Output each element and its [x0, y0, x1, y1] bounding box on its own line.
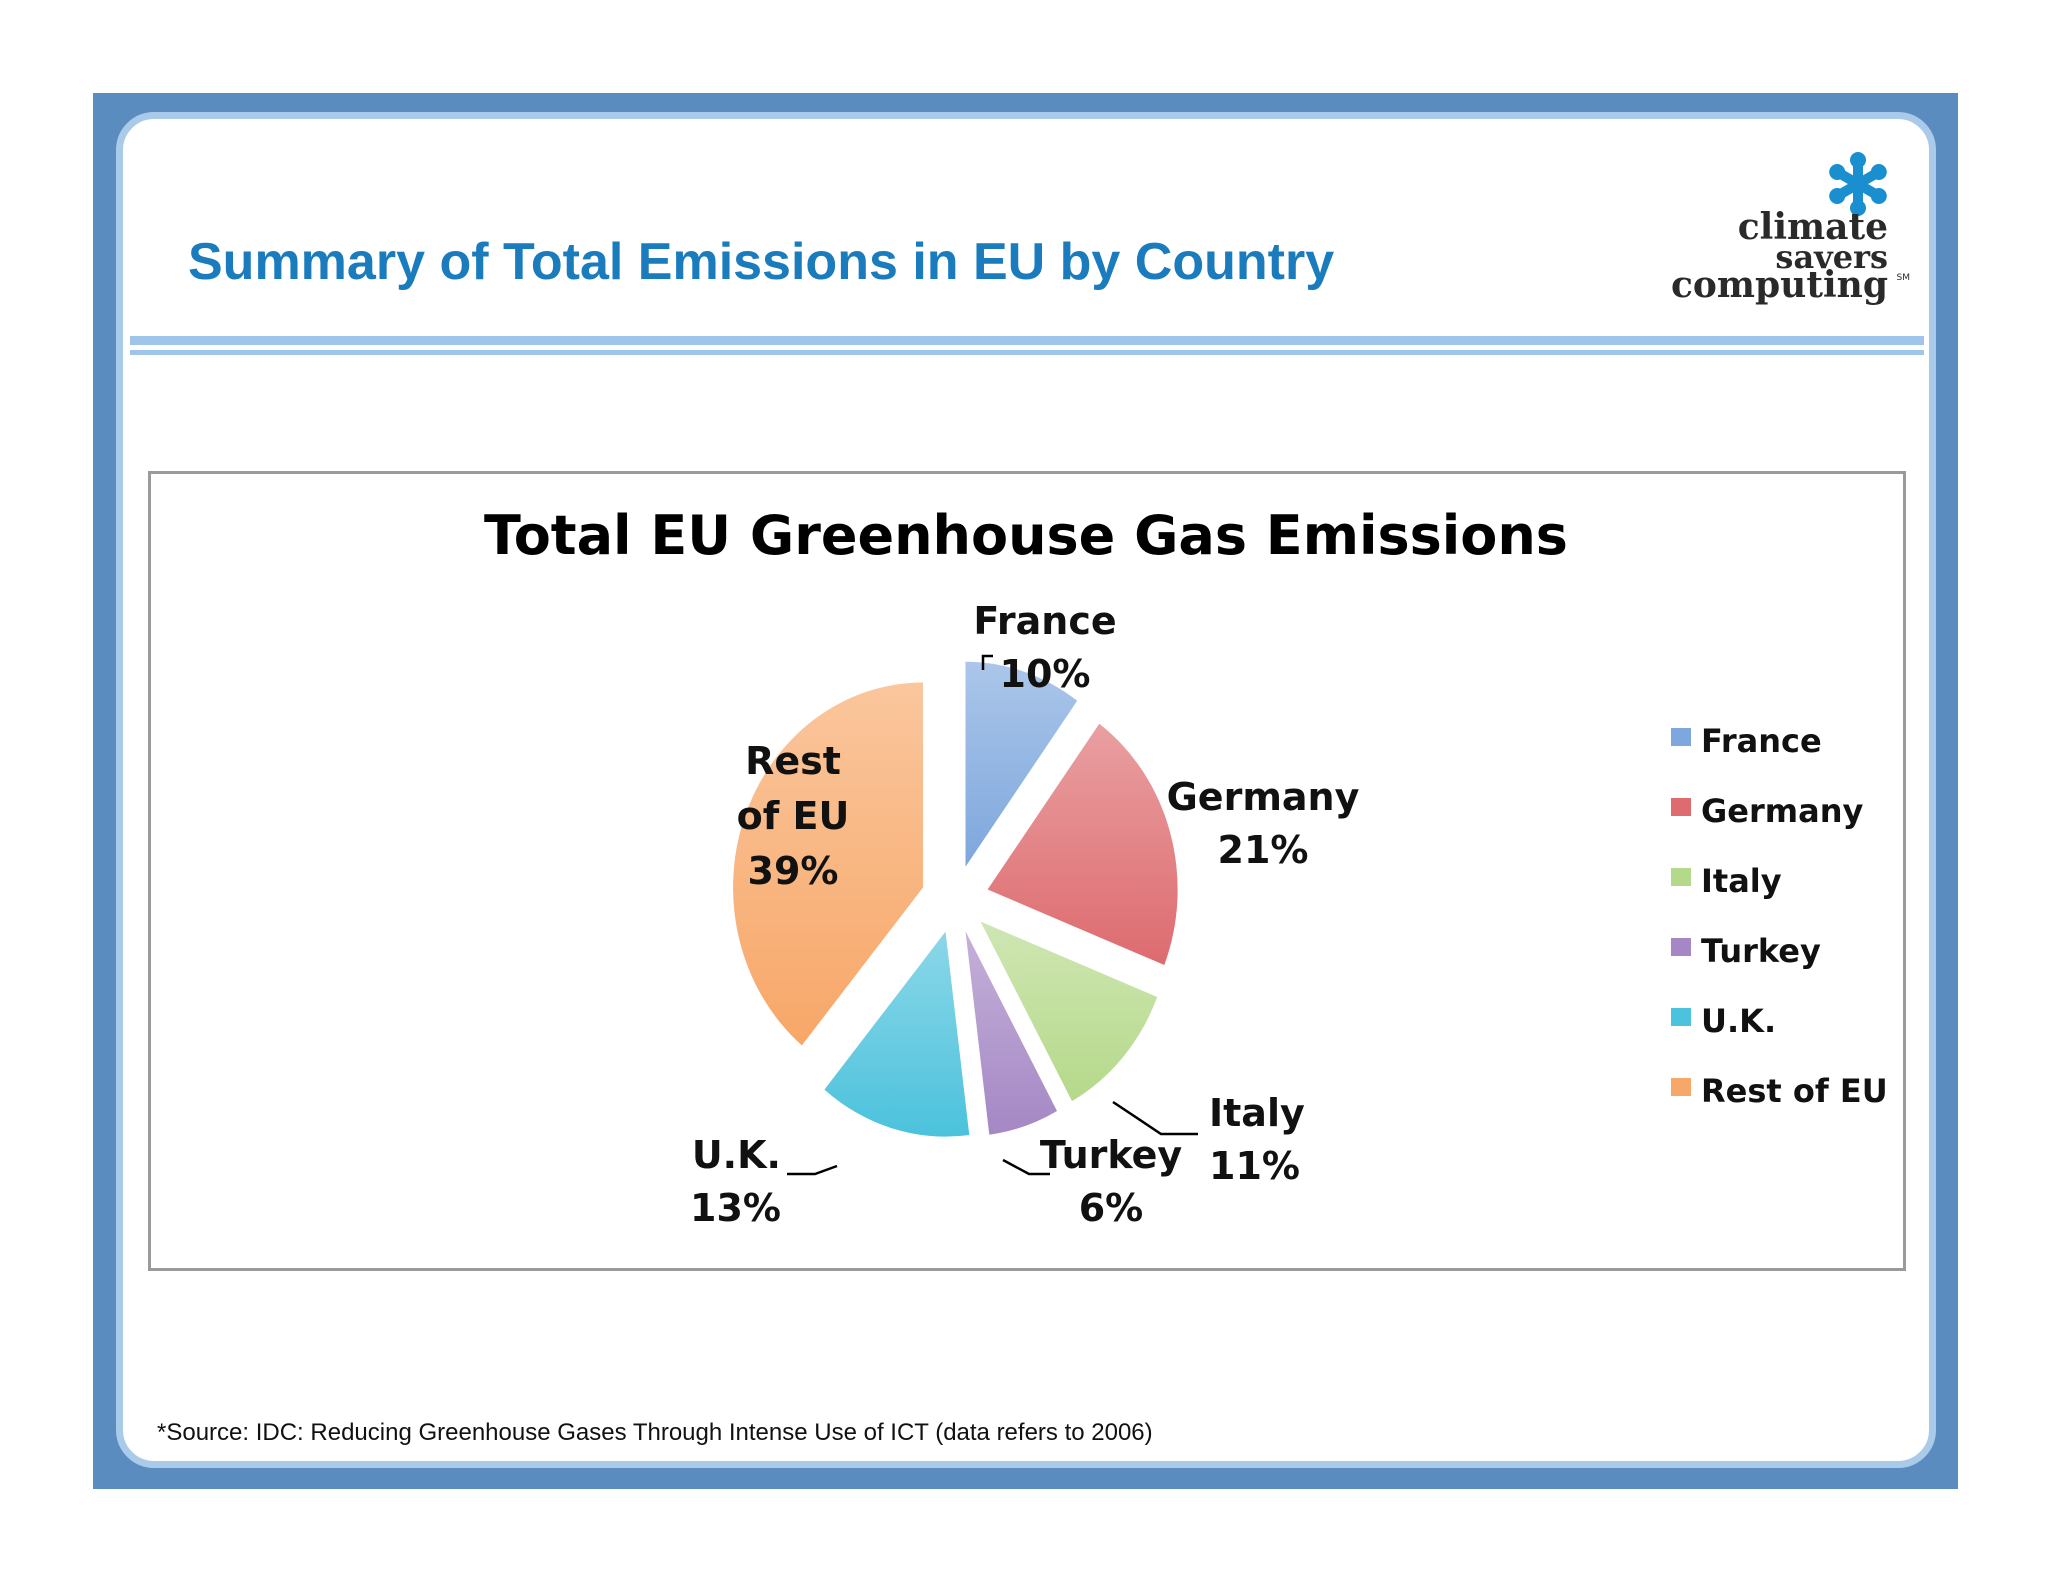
legend-label-rest-of-eu: Rest of EU	[1701, 1072, 1888, 1110]
slice-label-u-k: U.K. 13%	[690, 1133, 781, 1230]
slice-label-line: of EU	[737, 794, 850, 838]
slice-label-line: Turkey	[1040, 1133, 1183, 1177]
chart-title: Total EU Greenhouse Gas Emissions	[484, 504, 1568, 567]
slice-label-line: 39%	[748, 849, 839, 893]
header-divider-top	[130, 336, 1924, 345]
slice-label-line: 6%	[1079, 1186, 1144, 1230]
leader-line-italy	[1112, 1100, 1198, 1136]
asterisk-flower-icon	[1829, 152, 1887, 216]
legend-label-turkey: Turkey	[1701, 932, 1821, 970]
slice-label-line: France	[973, 599, 1116, 643]
slice-label-line: 21%	[1218, 828, 1309, 872]
chart-box: Total EU Greenhouse Gas Emissions France…	[148, 471, 1906, 1271]
slice-label-line: Rest	[745, 739, 841, 783]
legend-swatch-u-k	[1671, 1008, 1691, 1026]
slice-label-germany: Germany 21%	[1167, 775, 1360, 872]
slice-label-line: 10%	[1000, 652, 1091, 696]
leader-lines	[787, 654, 1198, 1176]
slice-label-line: Italy	[1209, 1091, 1305, 1135]
pie-slice-rest-of-eu	[733, 682, 923, 1046]
slice-label-line: 13%	[690, 1186, 781, 1230]
legend-label-germany: Germany	[1701, 792, 1863, 830]
slice-label-line: U.K.	[692, 1133, 781, 1177]
legend-label-france: France	[1701, 722, 1822, 760]
slice-label-turkey: Turkey 6%	[1040, 1133, 1183, 1230]
legend-swatch-rest-of-eu	[1671, 1078, 1691, 1096]
logo-service-mark: SM	[1896, 273, 1910, 283]
header-divider-bottom	[130, 350, 1924, 355]
leader-line-u-k	[787, 1164, 838, 1176]
pie-slice-germany	[987, 723, 1178, 965]
legend-label-italy: Italy	[1701, 862, 1782, 900]
pie-slice-u-k	[824, 931, 970, 1137]
pie-slices	[733, 661, 1178, 1137]
legend-swatch-turkey	[1671, 938, 1691, 956]
pie-chart: Total EU Greenhouse Gas Emissions France…	[484, 504, 1888, 1230]
pie-slice-italy	[980, 921, 1158, 1102]
legend-swatch-italy	[1671, 868, 1691, 886]
slice-label-france: France 10%	[973, 599, 1116, 696]
chart-legend: France Germany Italy Turkey U.K. Rest of EU	[1671, 722, 1888, 1110]
leader-line-turkey	[1002, 1158, 1050, 1176]
climate-savers-logo: climate savers computing SM	[1640, 148, 1910, 318]
logo-word-1: climate	[1737, 206, 1888, 248]
slide-title: Summary of Total Emissions in EU by Coun…	[188, 233, 1335, 291]
slice-label-rest-of-eu: Rest of EU 39%	[737, 739, 850, 893]
slice-label-line: 11%	[1209, 1144, 1300, 1188]
pie-slice-france	[965, 661, 1078, 867]
source-note: *Source: IDC: Reducing Greenhouse Gases …	[157, 1419, 1153, 1446]
slice-labels: France 10% Germany 21% Italy 11% Turkey 6% U.K. 1…	[690, 599, 1360, 1230]
legend-swatch-france	[1671, 728, 1691, 746]
slice-label-line: Germany	[1167, 775, 1360, 819]
slice-label-italy: Italy 11%	[1209, 1091, 1305, 1188]
pie-slice-turkey	[965, 931, 1057, 1135]
logo-word-2: savers	[1775, 238, 1888, 276]
leader-line-france	[981, 654, 993, 670]
legend-swatch-germany	[1671, 798, 1691, 816]
legend-label-u-k: U.K.	[1701, 1002, 1776, 1040]
logo-word-3: computing	[1670, 264, 1888, 306]
